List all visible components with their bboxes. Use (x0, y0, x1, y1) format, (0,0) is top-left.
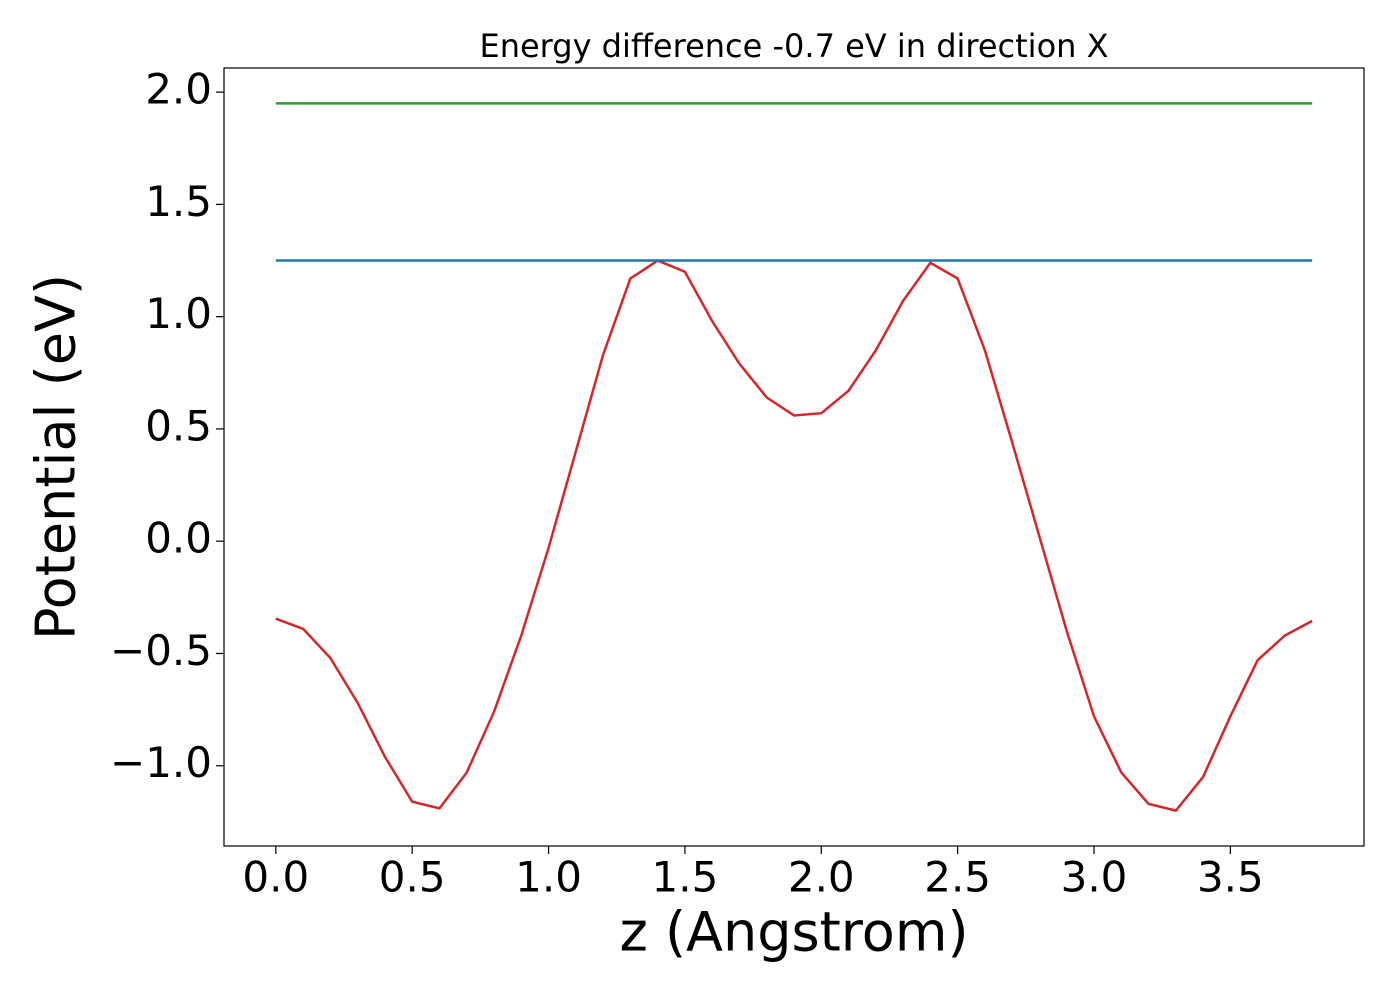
y-tick-label: 2.0 (145, 65, 212, 114)
x-tick-label: 2.0 (788, 853, 855, 902)
x-tick-label: 1.5 (652, 853, 719, 902)
x-tick-label: 2.5 (924, 853, 991, 902)
y-tick-label: −1.0 (110, 738, 212, 787)
plot-frame (223, 67, 1365, 847)
y-tick-label: 1.5 (145, 177, 212, 226)
x-tick-label: 0.0 (242, 853, 309, 902)
x-tick-label: 0.5 (379, 853, 446, 902)
x-axis-label: z (Angstrom) (619, 901, 968, 964)
y-tick-label: 0.5 (145, 401, 212, 450)
y-tick-label: 1.0 (145, 289, 212, 338)
x-tick-label: 1.0 (515, 853, 582, 902)
series-line (275, 259, 1313, 813)
x-tick-label: 3.0 (1061, 853, 1128, 902)
chart-title: Energy difference -0.7 eV in direction X (479, 27, 1108, 65)
y-axis-label: Potential (eV) (25, 274, 88, 640)
y-tick-label: 0.0 (145, 514, 212, 563)
y-tick-label: −0.5 (110, 626, 212, 675)
x-tick-label: 3.5 (1197, 853, 1264, 902)
